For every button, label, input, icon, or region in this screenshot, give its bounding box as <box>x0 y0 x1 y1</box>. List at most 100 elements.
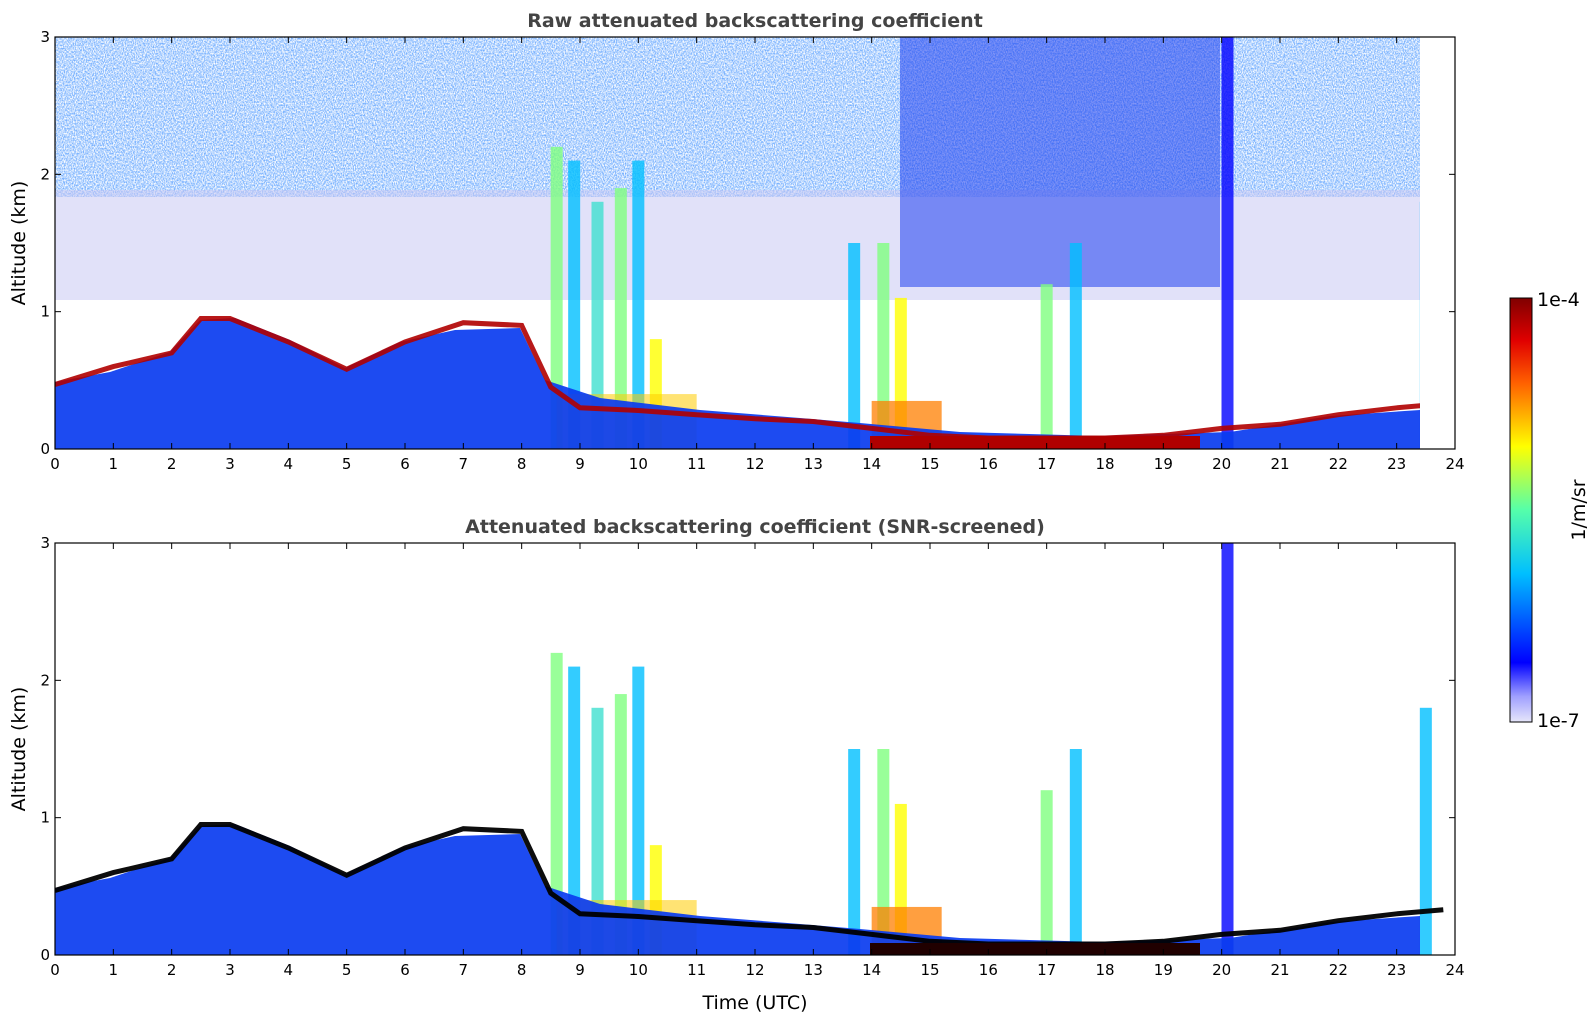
plume-column <box>591 201 604 449</box>
plume-column <box>1040 284 1053 449</box>
x-tick-label: 9 <box>575 961 585 979</box>
x-tick-label: 10 <box>629 455 648 473</box>
x-tick-label: 23 <box>1387 961 1406 979</box>
x-tick-label: 3 <box>225 455 235 473</box>
colorbar-max-label: 1e-4 <box>1537 289 1580 311</box>
x-tick-label: 14 <box>862 961 881 979</box>
x-tick-label: 17 <box>1037 455 1056 473</box>
colorbar-gradient <box>1509 297 1533 723</box>
raw-cutoff <box>1420 37 1455 449</box>
x-tick-label: 11 <box>687 961 706 979</box>
x-tick-label: 8 <box>517 961 527 979</box>
plume-column <box>1221 37 1234 449</box>
x-tick-label: 23 <box>1387 455 1406 473</box>
x-tick-label: 4 <box>284 961 294 979</box>
x-tick-label: 8 <box>517 455 527 473</box>
y-tick-label: 3 <box>40 28 50 46</box>
plume-column <box>614 694 627 955</box>
x-tick-label: 20 <box>1212 455 1231 473</box>
x-tick-label: 15 <box>920 455 939 473</box>
x-tick-label: 1 <box>109 455 119 473</box>
panel-raw-x-ticks: 0 1 2 3 4 5 6 7 8 9 10 11 12 13 14 15 16 17 18 19 20 21 22 23 24 <box>50 37 1465 473</box>
screened-boundary-layer-top <box>55 822 1444 947</box>
plume-column <box>848 749 861 955</box>
plume-column <box>614 188 627 449</box>
panel-raw-y-ticks: 0 1 2 3 <box>40 28 1455 458</box>
x-tick-label: 7 <box>459 961 469 979</box>
x-tick-label: 1 <box>109 961 119 979</box>
raw-noise-upper <box>55 37 1455 197</box>
x-tick-label: 9 <box>575 455 585 473</box>
x-tick-label: 4 <box>284 455 294 473</box>
panel-raw-title: Raw attenuated backscattering coefficien… <box>527 10 983 32</box>
x-tick-label: 6 <box>400 455 410 473</box>
screened-boundary-layer <box>55 824 1420 955</box>
raw-boundary-layer-top <box>55 316 1444 441</box>
x-tick-label: 24 <box>1445 455 1464 473</box>
raw-boundary-layer <box>55 318 1420 449</box>
x-tick-label: 20 <box>1212 961 1231 979</box>
x-tick-label: 5 <box>342 455 352 473</box>
x-tick-label: 21 <box>1270 961 1289 979</box>
x-tick-label: 13 <box>804 455 823 473</box>
plume-column <box>877 749 890 955</box>
y-tick-label: 0 <box>40 440 50 458</box>
plume-column <box>550 652 563 955</box>
panel-raw-ylabel: Altitude (km) <box>8 181 30 306</box>
plume-column <box>877 243 890 449</box>
plume-column <box>848 243 861 449</box>
x-tick-label: 2 <box>167 961 177 979</box>
panel-screened-xlabel: Time (UTC) <box>701 992 807 1014</box>
x-tick-label: 22 <box>1329 961 1348 979</box>
plume-column <box>1040 790 1053 955</box>
y-tick-label: 1 <box>40 303 50 321</box>
x-tick-label: 3 <box>225 961 235 979</box>
x-tick-label: 21 <box>1270 455 1289 473</box>
y-tick-label: 1 <box>40 809 50 827</box>
x-tick-label: 18 <box>1095 961 1114 979</box>
raw-noise-mid <box>55 190 1455 300</box>
x-tick-label: 0 <box>50 455 60 473</box>
plume-column <box>568 666 581 955</box>
x-tick-label: 13 <box>804 961 823 979</box>
colorbar-units-label: 1/m/sr <box>1568 479 1590 540</box>
panel-screened-title: Attenuated backscattering coefficient (S… <box>465 516 1045 538</box>
plume-column <box>1419 707 1432 955</box>
colorbar: 1e-4 1e-7 1/m/sr <box>1509 289 1590 732</box>
panel-screened-y-ticks: 0 1 2 3 <box>40 534 1455 964</box>
x-tick-label: 17 <box>1037 961 1056 979</box>
x-tick-label: 5 <box>342 961 352 979</box>
plume-column <box>632 666 645 955</box>
plume-column <box>1069 749 1082 955</box>
x-tick-label: 10 <box>629 961 648 979</box>
x-tick-label: 6 <box>400 961 410 979</box>
panel-screened-heatmap <box>55 543 1455 955</box>
plume-column <box>1069 243 1082 449</box>
y-tick-label: 3 <box>40 534 50 552</box>
x-tick-label: 0 <box>50 961 60 979</box>
y-tick-label: 0 <box>40 946 50 964</box>
plume-column <box>1221 543 1234 955</box>
x-tick-label: 15 <box>920 961 939 979</box>
x-tick-label: 19 <box>1154 455 1173 473</box>
panel-raw: Raw attenuated backscattering coefficien… <box>8 10 1465 473</box>
raw-noise-dense <box>900 37 1220 287</box>
panel-screened-x-ticks: 0 1 2 3 4 5 6 7 8 9 10 11 12 13 14 15 16 17 18 19 20 21 22 23 24 <box>50 543 1465 979</box>
x-tick-label: 7 <box>459 455 469 473</box>
panel-raw-heatmap <box>55 37 1455 449</box>
panel-screened: Attenuated backscattering coefficient (S… <box>8 516 1465 1014</box>
colorbar-min-label: 1e-7 <box>1537 710 1580 732</box>
panel-screened-ylabel: Altitude (km) <box>8 687 30 812</box>
plume-column <box>591 707 604 955</box>
y-tick-label: 2 <box>40 671 50 689</box>
x-tick-label: 18 <box>1095 455 1114 473</box>
x-tick-label: 14 <box>862 455 881 473</box>
plume-column <box>550 146 563 449</box>
y-tick-label: 2 <box>40 165 50 183</box>
plume-column <box>632 160 645 449</box>
x-tick-label: 12 <box>745 455 764 473</box>
plume-column <box>568 160 581 449</box>
x-tick-label: 24 <box>1445 961 1464 979</box>
screened-surface-layer <box>870 943 1200 955</box>
